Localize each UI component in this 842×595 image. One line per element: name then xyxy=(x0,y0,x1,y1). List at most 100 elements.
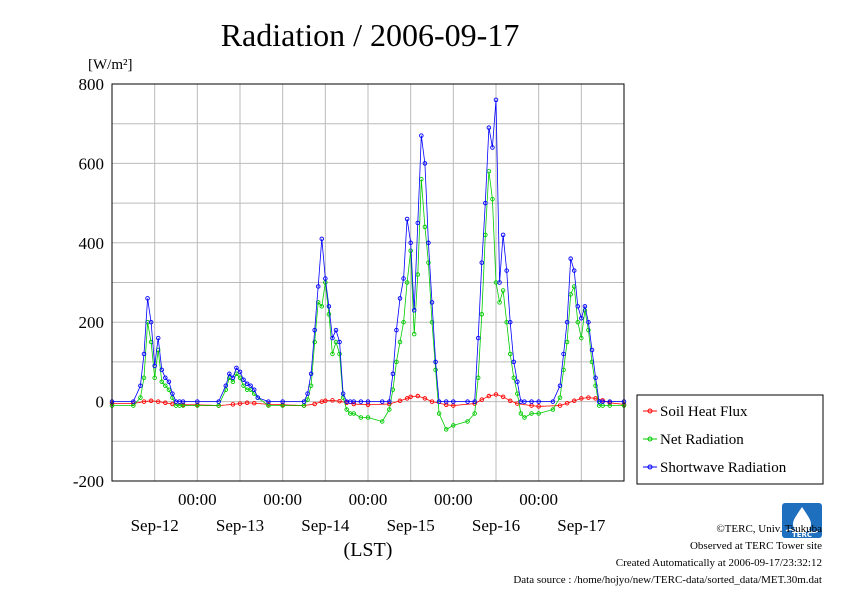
shortwave-radiation-point xyxy=(379,399,385,404)
shortwave-radiation-point xyxy=(436,399,442,404)
net-radiation-point xyxy=(550,407,556,412)
shortwave-radiation-point xyxy=(472,399,477,404)
net-radiation-point xyxy=(411,331,417,337)
shortwave-radiation-point xyxy=(301,399,307,404)
shortwave-radiation-point xyxy=(575,304,581,309)
logo-text: TERC xyxy=(792,531,812,539)
shortwave-radiation-point xyxy=(390,371,396,377)
shortwave-radiation-point xyxy=(600,399,605,404)
grid-lines xyxy=(112,84,624,481)
soil-heat-flux-point xyxy=(397,398,403,404)
shortwave-radiation-point xyxy=(131,399,136,404)
net-radiation-point xyxy=(529,411,534,416)
net-radiation-point xyxy=(497,300,502,305)
soil-heat-flux-point xyxy=(404,396,410,401)
soil-heat-flux-point xyxy=(593,396,598,401)
net-radiation-point xyxy=(479,312,485,317)
soil-heat-flux-point xyxy=(500,394,506,400)
shortwave-radiation-point xyxy=(582,304,588,309)
y-tick-label: 400 xyxy=(79,234,105,253)
soil-heat-flux-point xyxy=(244,400,250,406)
soil-heat-flux-point xyxy=(571,398,577,404)
y-tick-label: -200 xyxy=(73,472,104,491)
shortwave-radiation-point xyxy=(486,125,492,130)
net-radiation-point xyxy=(315,300,321,305)
net-radiation-point xyxy=(337,351,342,357)
soil-heat-flux-point xyxy=(170,401,175,407)
water-drop-icon xyxy=(793,507,811,533)
net-radiation-point xyxy=(586,327,591,333)
shortwave-radiation-point xyxy=(251,387,257,392)
source-note: Data source : /home/hojyo/new/TERC-data/… xyxy=(513,574,822,586)
shortwave-radiation-point xyxy=(195,399,200,404)
net-radiation-point xyxy=(472,411,477,416)
series-layer xyxy=(109,97,627,432)
shortwave-radiation-point xyxy=(607,399,613,404)
copyright-note: ©TERC, Univ. Tsukuba xyxy=(716,523,822,535)
shortwave-radiation-point xyxy=(571,268,577,273)
shortwave-radiation-point xyxy=(141,351,147,357)
net-radiation-point xyxy=(241,383,246,388)
soil-heat-flux-point xyxy=(586,395,591,400)
shortwave-radiation-point xyxy=(244,381,250,386)
shortwave-radiation-point xyxy=(507,319,513,325)
plot-frame xyxy=(111,83,625,482)
soil-heat-flux-point xyxy=(323,398,328,404)
shortwave-radiation-point xyxy=(365,399,371,404)
created-note: Created Automatically at 2006-09-17/23:3… xyxy=(616,557,822,569)
shortwave-radiation-point xyxy=(443,399,449,404)
shortwave-radiation-point xyxy=(148,319,154,325)
net-radiation-point xyxy=(579,335,584,341)
soil-heat-flux-point xyxy=(337,398,342,404)
soil-heat-flux-point xyxy=(486,393,492,399)
net-radiation-point xyxy=(138,395,143,400)
soil-heat-flux-point xyxy=(422,396,428,401)
y-axis-ticks: 800 600 400 200 0 -200 xyxy=(73,75,104,491)
date-label: Sep-17 xyxy=(557,516,606,535)
soil-heat-flux-point xyxy=(155,399,161,404)
shortwave-radiation-point xyxy=(315,284,321,289)
net-radiation-legend-marker xyxy=(647,436,653,442)
shortwave-radiation-point xyxy=(522,399,527,404)
shortwave-radiation-point xyxy=(166,379,172,385)
soil-heat-flux-legend-marker xyxy=(647,408,653,414)
shortwave-radiation-point xyxy=(536,399,541,404)
shortwave-radiation-point xyxy=(433,359,438,365)
shortwave-radiation-point xyxy=(319,236,325,242)
net-radiation-point xyxy=(557,395,563,400)
net-radiation-point xyxy=(358,415,364,420)
shortwave-radiation-point xyxy=(490,145,495,150)
soil-heat-flux-point xyxy=(493,392,499,397)
net-radiation-point xyxy=(426,260,431,265)
date-label: Sep-14 xyxy=(301,516,350,535)
net-radiation-point xyxy=(507,351,513,357)
shortwave-radiation-point xyxy=(326,304,332,309)
shortwave-radiation-point xyxy=(227,371,232,377)
shortwave-radiation-point xyxy=(550,399,556,404)
shortwave-radiation-point xyxy=(138,383,143,388)
date-label: Sep-12 xyxy=(131,516,179,535)
shortwave-radiation-point xyxy=(465,399,470,404)
shortwave-radiation-point xyxy=(312,327,317,333)
date-label: Sep-16 xyxy=(472,516,520,535)
shortwave-radiation-point xyxy=(241,377,246,383)
net-radiation-point xyxy=(422,224,428,230)
shortwave-radiation-point xyxy=(223,383,229,388)
shortwave-radiation-point xyxy=(497,280,502,285)
net-radiation-point xyxy=(397,339,403,345)
shortwave-radiation-point xyxy=(163,375,168,381)
shortwave-radiation-point xyxy=(511,359,517,365)
shortwave-radiation-point xyxy=(266,399,271,404)
net-radiation-point xyxy=(312,339,317,345)
shortwave-radiation-point xyxy=(586,319,591,325)
shortwave-radiation-point xyxy=(305,391,310,396)
soil-heat-flux-point xyxy=(141,399,147,404)
net-radiation-point xyxy=(305,397,310,402)
net-radiation-point xyxy=(593,383,598,388)
net-radiation-point xyxy=(564,339,570,345)
soil-heat-flux-point xyxy=(479,397,485,402)
shortwave-radiation-line xyxy=(112,99,624,403)
shortwave-radiation-point xyxy=(479,260,485,265)
net-radiation-point xyxy=(433,367,438,373)
shortwave-radiation-point xyxy=(426,240,431,246)
